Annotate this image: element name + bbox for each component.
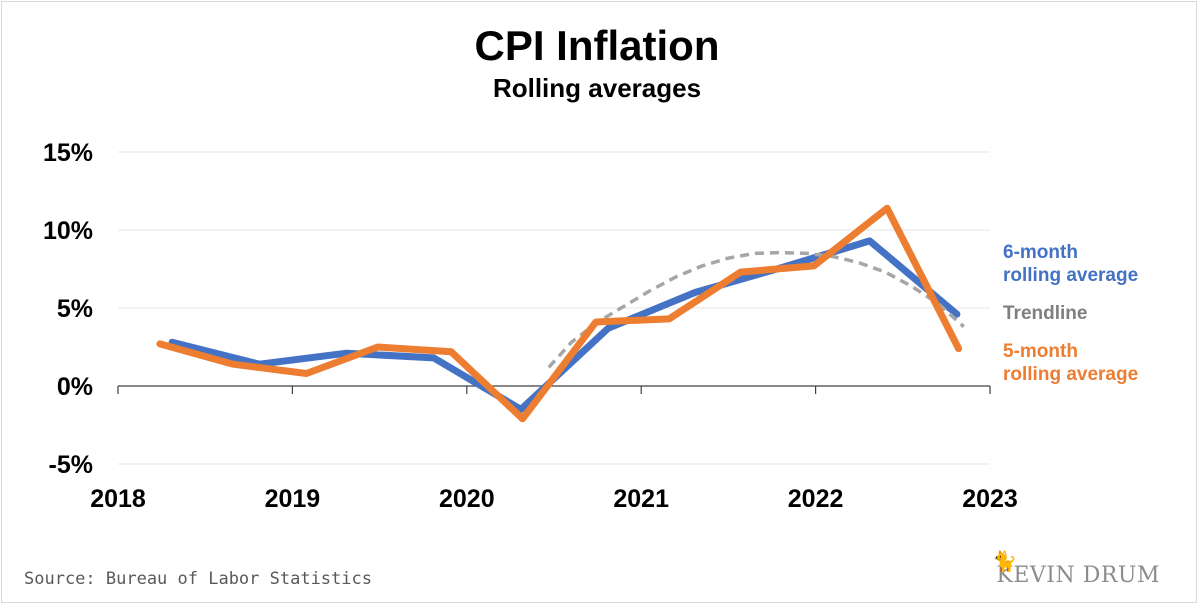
cat-icon: 🐈 [992, 549, 1018, 573]
x-tick-label: 2021 [613, 485, 669, 513]
x-tick-label: 2020 [439, 485, 495, 513]
x-tick-label: 2018 [90, 485, 146, 513]
legend-label-6-month-rolling-average: 6-month rolling average [1003, 242, 1138, 286]
source-note: Source: Bureau of Labor Statistics [24, 569, 372, 589]
y-tick-label: 15% [43, 139, 93, 167]
legend: 6-month rolling average Trendline 5-month ro… [1003, 242, 1138, 385]
series-lines [156, 204, 965, 423]
series-line-trendline [547, 250, 965, 369]
chart-subtitle: Rolling averages [493, 73, 701, 103]
x-tick-label: 2023 [962, 485, 1018, 513]
brand-text: KEVIN DRUM [996, 563, 1160, 588]
y-tick-label: -5% [49, 451, 93, 479]
series-line-6-month-rolling-average [168, 237, 961, 413]
x-tick-label: 2022 [788, 485, 844, 513]
y-axis-ticks: 15% 10% 5% 0% -5% [43, 139, 93, 479]
y-tick-label: 10% [43, 217, 93, 245]
series-line-5-month-rolling-average [156, 204, 963, 423]
y-tick-label: 5% [57, 295, 93, 323]
legend-label-5-month-rolling-average: 5-month rolling average [1003, 341, 1138, 385]
x-tick-label: 2019 [265, 485, 321, 513]
y-tick-label: 0% [57, 373, 93, 401]
grid [118, 151, 990, 465]
brand-logo: 🐈 KEVIN DRUM [992, 549, 1160, 588]
x-axis-ticks: 2018 2019 2020 2021 2022 2023 [90, 386, 1018, 513]
legend-label-trendline: Trendline [1003, 303, 1087, 324]
chart-title: CPI Inflation [475, 22, 720, 69]
